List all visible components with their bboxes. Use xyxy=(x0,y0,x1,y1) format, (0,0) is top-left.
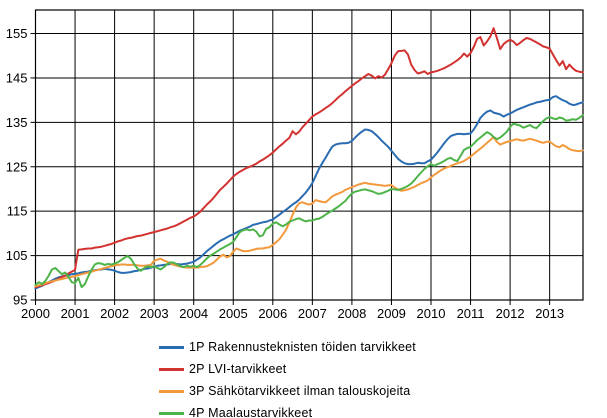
series-line-0 xyxy=(34,95,584,290)
x-tick-label: 2012 xyxy=(496,306,525,321)
x-tick-label: 2013 xyxy=(535,306,564,321)
series-line-1 xyxy=(34,27,584,289)
series-line-3 xyxy=(34,114,584,289)
x-tick-label: 2011 xyxy=(457,306,485,321)
x-tick-label: 2004 xyxy=(179,306,208,321)
legend-item-4p: 4P Maalaustarvikkeet xyxy=(159,402,416,418)
legend-swatch-4p xyxy=(159,411,184,415)
legend-item-2p: 2P LVI-tarvikkeet xyxy=(159,358,416,380)
x-tick-label: 2010 xyxy=(417,306,446,321)
legend-swatch-2p xyxy=(159,367,184,371)
y-tick-label: 145 xyxy=(6,70,28,85)
legend-label-4p: 4P Maalaustarvikkeet xyxy=(189,406,313,418)
x-tick-label: 2008 xyxy=(337,306,366,321)
plot-border xyxy=(34,9,584,301)
legend-swatch-3p xyxy=(159,389,184,393)
y-tick-label: 115 xyxy=(7,204,28,219)
x-tick-label: 2001 xyxy=(61,306,90,321)
x-tick-label: 2000 xyxy=(21,306,50,321)
y-tick-label: 105 xyxy=(6,248,28,263)
x-tick-label: 2003 xyxy=(140,306,169,321)
chart-legend: 1P Rakennusteknisten töiden tarvikkeet 2… xyxy=(159,336,416,418)
y-tick-label: 155 xyxy=(6,26,28,41)
series-line-2 xyxy=(34,136,584,288)
legend-item-3p: 3P Sähkötarvikkeet ilman talouskojeita xyxy=(159,380,416,402)
legend-swatch-1p xyxy=(159,345,184,349)
x-tick-label: 2009 xyxy=(377,306,406,321)
legend-label-3p: 3P Sähkötarvikkeet ilman talouskojeita xyxy=(189,384,411,398)
legend-label-2p: 2P LVI-tarvikkeet xyxy=(189,362,287,376)
x-tick-label: 2007 xyxy=(298,306,327,321)
x-tick-label: 2006 xyxy=(258,306,287,321)
legend-label-1p: 1P Rakennusteknisten töiden tarvikkeet xyxy=(189,340,416,354)
x-tick-label: 2005 xyxy=(219,306,248,321)
y-tick-label: 135 xyxy=(6,115,28,130)
y-tick-label: 95 xyxy=(13,293,27,308)
legend-item-1p: 1P Rakennusteknisten töiden tarvikkeet xyxy=(159,336,416,358)
x-tick-label: 2002 xyxy=(100,306,129,321)
y-tick-label: 125 xyxy=(6,159,28,174)
